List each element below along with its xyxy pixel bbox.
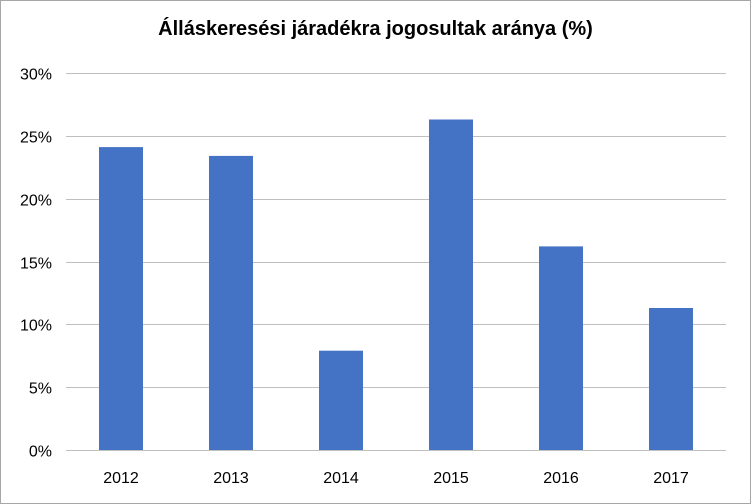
chart-title: Álláskeresési járadékra jogosultak arány… (158, 18, 593, 40)
bar-2017 (649, 308, 693, 450)
x-tick-label: 2016 (543, 470, 579, 487)
bar-2012 (99, 147, 143, 450)
x-tick-label: 2015 (433, 470, 469, 487)
y-tick-label: 25% (20, 130, 52, 147)
gridlines (66, 73, 726, 388)
bar-2013 (209, 155, 253, 450)
bar-2015 (429, 119, 473, 450)
bars (99, 119, 693, 450)
bar-2016 (539, 246, 583, 450)
y-tick-label: 10% (20, 318, 52, 335)
y-tick-label: 30% (20, 67, 52, 84)
y-tick-label: 0% (29, 444, 52, 461)
y-tick-label: 15% (20, 256, 52, 273)
x-tick-label: 2017 (653, 470, 689, 487)
x-axis-ticks: 2012 2013 2014 2015 2016 2017 (103, 470, 689, 487)
bar-2014 (319, 350, 363, 450)
x-tick-label: 2014 (323, 470, 359, 487)
x-tick-label: 2012 (103, 470, 139, 487)
y-tick-label: 20% (20, 193, 52, 210)
x-tick-label: 2013 (213, 470, 249, 487)
y-axis-ticks: 0% 5% 10% 15% 20% 25% 30% (20, 67, 52, 461)
y-tick-label: 5% (29, 381, 52, 398)
